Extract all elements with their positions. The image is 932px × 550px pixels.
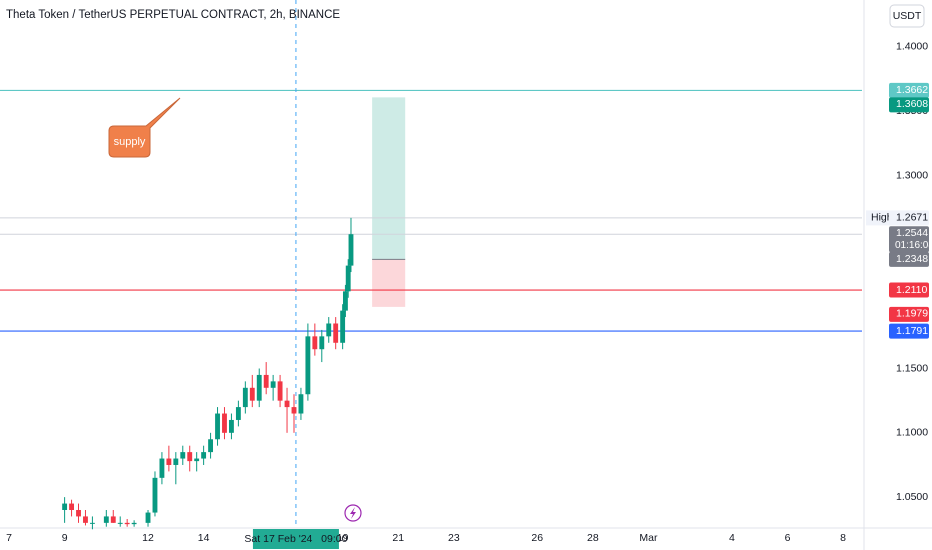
candle-body [145, 512, 151, 523]
candle-body [348, 234, 354, 266]
y-tick-label: 1.1500 [896, 362, 928, 374]
currency-label[interactable]: USDT [893, 10, 922, 22]
candle-body [326, 323, 332, 337]
annotation[interactable]: supply [108, 97, 181, 158]
x-tick-label: 28 [587, 532, 599, 544]
price-tag-label: 1.2671 [896, 212, 928, 224]
candle-body [83, 516, 88, 523]
x-tick-label: 14 [198, 532, 210, 544]
price-tag-label: 1.3662 [896, 84, 928, 96]
price-tag [889, 97, 929, 113]
x-tick-label: 21 [392, 532, 404, 544]
candle-body [270, 381, 276, 388]
candle-body [305, 336, 311, 395]
crosshair-label: Sat 17 Feb '24 09:00 [244, 533, 347, 545]
price-tag [889, 306, 929, 322]
candle-body [215, 413, 220, 440]
countdown-label: 01:16:08 [895, 240, 932, 251]
x-tick-label: 19 [337, 532, 349, 544]
x-tick-label: Mar [639, 532, 658, 544]
price-tag [889, 282, 929, 298]
price-tag-label: 1.2348 [896, 253, 928, 265]
candle-body [319, 336, 325, 350]
chart-title: Theta Token / TetherUS PERPETUAL CONTRAC… [6, 9, 340, 21]
candle-body [110, 516, 116, 523]
candle-body [235, 407, 241, 420]
candle-body [249, 387, 255, 401]
candle-body [263, 374, 269, 388]
x-tick-label: 23 [448, 532, 460, 544]
annotation-text: supply [114, 136, 146, 148]
position-loss [372, 259, 406, 307]
candle-body [222, 413, 227, 433]
candle-body [166, 458, 172, 465]
y-tick-label: 1.3000 [896, 169, 928, 181]
candle-body [284, 400, 290, 408]
candle-body [345, 265, 351, 292]
price-tag [889, 82, 929, 98]
candle-body [180, 452, 186, 459]
candle-body [124, 522, 130, 525]
candle-body [89, 522, 95, 524]
candle-body [69, 503, 74, 510]
candle-body [103, 516, 109, 523]
candle-body [228, 419, 234, 433]
event-icon-bolt [350, 507, 356, 519]
price-tag-label: 1.1791 [896, 325, 928, 337]
candle-body [208, 439, 214, 453]
price-tag-label: 1.1979 [896, 308, 928, 320]
high-tag-name-bg [866, 210, 890, 226]
candle-body [159, 458, 165, 478]
candle-body [298, 394, 304, 414]
candle-body [117, 522, 123, 524]
last-price-label: 1.2544 [896, 227, 928, 239]
position-profit [372, 97, 406, 260]
price-tag-label: 1.3608 [896, 98, 928, 110]
candle-body [342, 291, 348, 311]
candle-body [62, 503, 68, 510]
price-tag-label: 1.2110 [896, 284, 927, 296]
candle-body [173, 458, 179, 465]
price-tag [889, 210, 929, 226]
x-tick-label: 4 [729, 532, 735, 544]
candle-body [194, 458, 200, 462]
candle-body [131, 522, 137, 525]
candle-body [312, 336, 318, 350]
last-price-tag [889, 226, 929, 253]
candle-body [152, 477, 158, 513]
y-tick-label: 1.0500 [896, 491, 928, 503]
x-tick-label: 26 [531, 532, 543, 544]
candle-body [277, 381, 283, 401]
candle-body [187, 452, 193, 462]
x-tick-label: 12 [142, 532, 154, 544]
y-tick-label: 1.1000 [896, 427, 928, 439]
price-tag [889, 251, 929, 267]
candle-body [340, 310, 346, 343]
candle-body [242, 387, 248, 408]
x-tick-label: 9 [62, 532, 68, 544]
candle-body [333, 323, 339, 343]
high-tag-name: High [871, 212, 893, 224]
price-tag [889, 323, 929, 339]
x-tick-label: 8 [840, 532, 846, 544]
crosshair-tag [252, 529, 339, 549]
annotation-bubble [108, 97, 181, 158]
x-tick-label: 6 [785, 532, 791, 544]
currency-button[interactable] [889, 4, 925, 28]
candle-body [76, 509, 81, 517]
candle-body [291, 407, 297, 414]
x-tick-label: 7 [6, 532, 12, 544]
candle-body [201, 452, 207, 459]
candle-body [256, 374, 262, 401]
y-tick-label: 1.4000 [896, 41, 928, 53]
